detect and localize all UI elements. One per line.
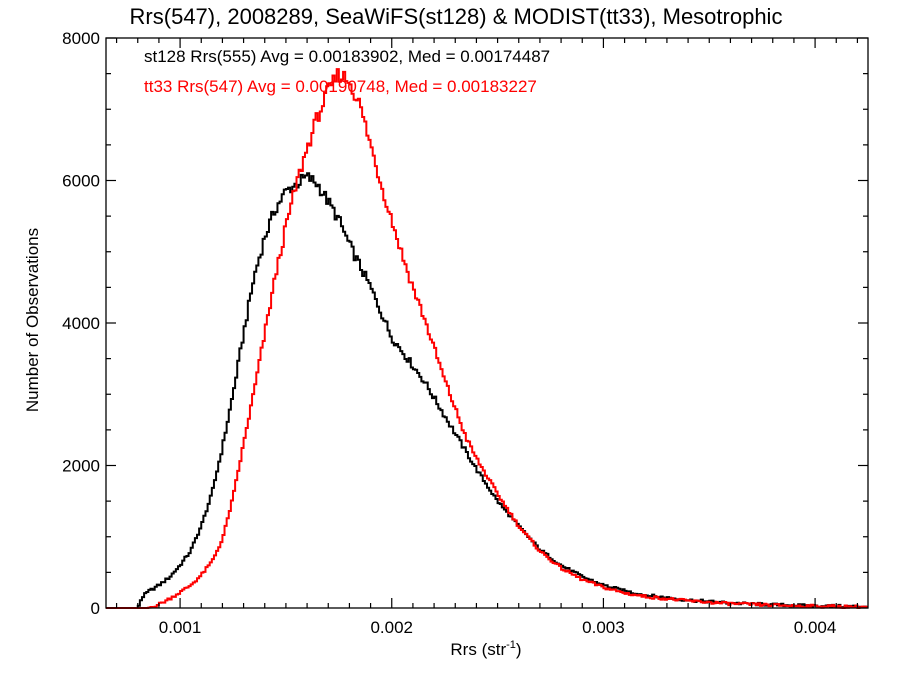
x-tick-label: 0.002 — [370, 618, 413, 637]
y-tick-label: 8000 — [62, 29, 100, 48]
series-layer — [106, 68, 868, 609]
annotation-st128-stats: st128 Rrs(555) Avg = 0.00183902, Med = 0… — [144, 47, 550, 66]
annotation-tt33-stats: tt33 Rrs(547) Avg = 0.00190748, Med = 0.… — [144, 77, 537, 96]
y-tick-label: 6000 — [62, 172, 100, 191]
y-tick-label: 2000 — [62, 457, 100, 476]
x-tick-label: 0.001 — [159, 618, 202, 637]
x-tick-label: 0.003 — [582, 618, 625, 637]
x-axis-label: Rrs (str-1) — [450, 639, 521, 659]
x-axis-label-main: Rrs (str — [450, 640, 506, 659]
plot-frame — [105, 37, 869, 609]
x-axis-label-superscript: -1 — [506, 639, 516, 651]
y-tick-label: 4000 — [62, 314, 100, 333]
series-line-1 — [106, 68, 868, 609]
tick-layer: 0.001 0.002 0.003 0.004 0 2000 4000 6000 8000 — [62, 29, 868, 637]
x-axis-label-close: ) — [516, 640, 522, 659]
chart-title: Rrs(547), 2008289, SeaWiFS(st128) & MODI… — [130, 4, 783, 29]
x-tick-label: 0.004 — [794, 618, 837, 637]
y-axis-label: Number of Observations — [23, 228, 42, 412]
y-tick-label: 0 — [91, 599, 100, 618]
